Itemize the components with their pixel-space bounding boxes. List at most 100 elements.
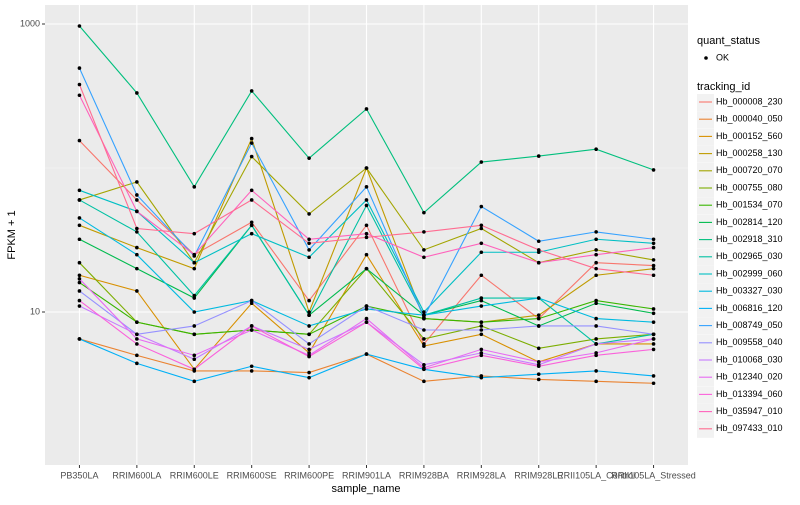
data-point (479, 298, 484, 303)
data-point (135, 361, 139, 366)
data-point (77, 188, 82, 193)
legend-label: Hb_012340_020 (716, 372, 783, 382)
data-point (594, 301, 598, 306)
data-point (479, 347, 484, 352)
y-tick-label: 1000 (20, 18, 40, 28)
data-point (77, 223, 82, 228)
data-point (307, 313, 311, 318)
data-point (135, 266, 139, 271)
data-point (77, 216, 82, 220)
data-point (192, 379, 197, 384)
data-point (594, 337, 598, 341)
data-point (422, 210, 426, 215)
data-point (192, 260, 197, 265)
data-point (594, 230, 598, 234)
x-tick-label: RRIM901LA (342, 470, 391, 480)
data-point (651, 320, 656, 324)
x-axis-title: sample_name (331, 483, 400, 495)
data-point (422, 248, 426, 252)
data-point (307, 347, 311, 352)
legend-title: tracking_id (697, 81, 750, 93)
data-point (192, 357, 197, 362)
data-point (422, 362, 426, 367)
data-point (594, 266, 598, 271)
data-point (479, 296, 484, 300)
data-point (364, 352, 369, 356)
data-point (479, 223, 484, 228)
y-axis-title: FPKM + 1 (6, 210, 18, 259)
data-point (77, 198, 82, 202)
data-point (364, 166, 369, 170)
data-point (364, 107, 369, 111)
data-point (307, 375, 311, 380)
data-point (651, 342, 656, 346)
data-point (307, 324, 311, 328)
data-point (192, 310, 197, 314)
data-point (364, 304, 369, 308)
legend-label: Hb_013394_060 (716, 389, 783, 399)
data-point (536, 364, 541, 369)
legend-label: Hb_000040_050 (716, 114, 783, 124)
data-point (192, 185, 197, 189)
data-point (479, 304, 484, 308)
data-point (364, 198, 369, 202)
data-point (249, 154, 254, 159)
legend-label: Hb_003327_030 (716, 286, 783, 296)
data-point (192, 353, 197, 358)
legend-title: quant_status (697, 35, 760, 47)
data-point (307, 255, 311, 260)
legend-label: Hb_035947_010 (716, 406, 783, 416)
data-point (192, 252, 197, 257)
data-point (135, 289, 139, 293)
data-point (249, 223, 254, 228)
legend-label: Hb_010068_030 (716, 354, 783, 364)
data-point (307, 298, 311, 303)
data-point (307, 354, 311, 359)
legend-label: Hb_002918_310 (716, 234, 783, 244)
data-point (249, 298, 254, 303)
data-point (536, 260, 541, 265)
data-point (192, 324, 197, 328)
data-point (192, 231, 197, 236)
data-point (364, 266, 369, 271)
data-point (422, 315, 426, 320)
x-tick-label: RRIM600PE (284, 470, 334, 480)
y-tick-label: 10 (30, 306, 40, 316)
data-point (651, 381, 656, 386)
data-point (77, 138, 82, 143)
data-point (135, 91, 139, 95)
data-point (536, 324, 541, 328)
data-point (536, 248, 541, 252)
data-point (479, 204, 484, 209)
x-tick-label: RRIM928LA (457, 470, 506, 480)
data-point (536, 346, 541, 351)
legend-label: Hb_000152_560 (716, 131, 783, 141)
data-point (364, 203, 369, 208)
data-point (594, 248, 598, 252)
data-point (249, 369, 254, 373)
data-point (364, 316, 369, 321)
data-point (249, 328, 254, 332)
data-point (422, 230, 426, 234)
x-tick-label: RRIM928LE (514, 470, 563, 480)
data-point (77, 273, 82, 278)
data-point (135, 230, 139, 234)
data-point (192, 367, 197, 372)
data-point (249, 364, 254, 369)
data-point (364, 231, 369, 236)
data-point (249, 220, 254, 225)
data-point (77, 237, 82, 242)
data-point (135, 193, 139, 197)
data-point (364, 320, 369, 324)
data-point (479, 226, 484, 231)
legend-label: Hb_000720_070 (716, 165, 783, 175)
x-tick-label: RRII105LA_Stressed (611, 470, 696, 480)
data-point (479, 273, 484, 278)
data-point (479, 250, 484, 255)
data-point (479, 353, 484, 358)
data-point (651, 337, 656, 341)
data-point (479, 324, 484, 328)
data-point (651, 332, 656, 337)
x-tick-label: PB350LA (60, 470, 98, 480)
data-point (651, 237, 656, 242)
